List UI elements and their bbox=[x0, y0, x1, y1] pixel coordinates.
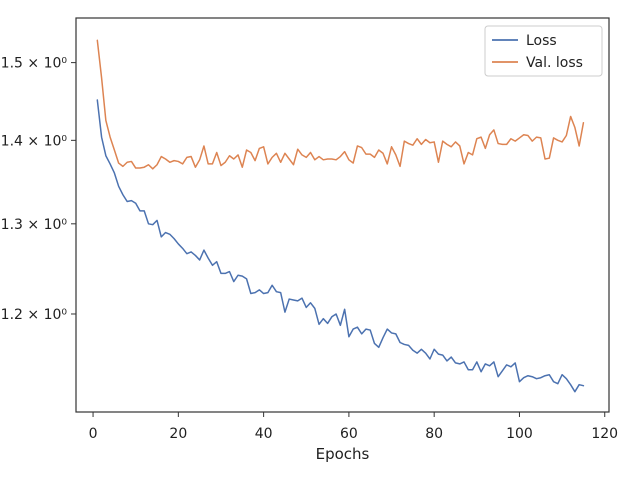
x-tick-label: 80 bbox=[425, 426, 443, 442]
series-layer bbox=[96, 39, 585, 393]
series-line-0 bbox=[96, 99, 585, 393]
x-tick-label: 20 bbox=[169, 426, 187, 442]
x-tick-label: 100 bbox=[506, 426, 533, 442]
x-tick-label: 120 bbox=[591, 426, 618, 442]
legend-label: Loss bbox=[526, 33, 557, 49]
x-axis-label: Epochs bbox=[316, 445, 370, 463]
legend: Loss Val. loss bbox=[484, 25, 603, 77]
ticks-layer: 0 20 40 60 80 100 120 1.2 × 10⁰ 1.3 × 10⁰ 1.4 × 1… bbox=[1, 56, 618, 442]
x-tick-label: 60 bbox=[340, 426, 358, 442]
legend-box bbox=[484, 25, 603, 77]
legend-label: Val. loss bbox=[526, 55, 583, 71]
y-tick-label: 1.5 × 10⁰ bbox=[1, 56, 68, 72]
y-tick-label: 1.3 × 10⁰ bbox=[1, 217, 68, 233]
series-line-1 bbox=[96, 39, 585, 170]
x-tick-label: 40 bbox=[255, 426, 273, 442]
plot-area bbox=[76, 18, 609, 412]
x-tick-label: 0 bbox=[89, 426, 98, 442]
plot-frame bbox=[75, 17, 610, 413]
y-tick-label: 1.4 × 10⁰ bbox=[1, 133, 68, 149]
y-tick-label: 1.2 × 10⁰ bbox=[1, 307, 68, 323]
